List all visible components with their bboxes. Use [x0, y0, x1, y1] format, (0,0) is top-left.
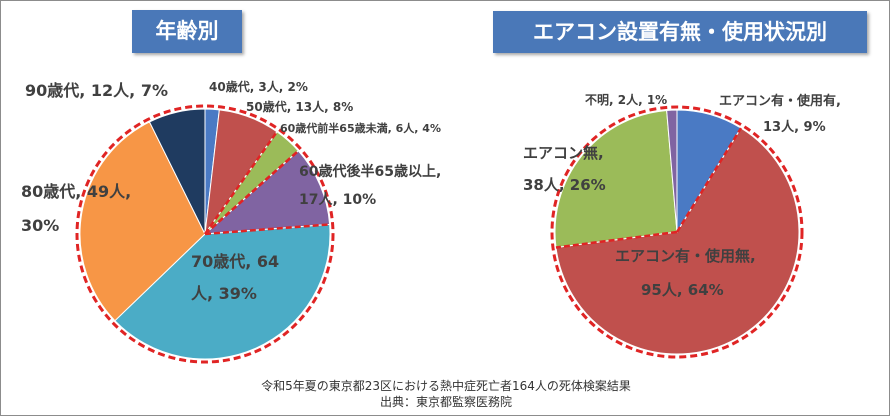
age-chart-title: 年齢別	[132, 10, 242, 53]
highlight-divider	[555, 230, 678, 249]
highlight-divider	[204, 149, 300, 235]
slice-data-label: 人, 39%	[191, 284, 257, 303]
pie-slice	[148, 108, 206, 235]
pie-slice	[554, 109, 678, 249]
slice-data-label: エアコン有・使用有,	[719, 93, 841, 109]
slice-data-label: 40歳代, 3人, 2%	[209, 79, 308, 94]
highlight-divider	[204, 223, 330, 236]
slice-data-label: 13人, 9%	[763, 119, 826, 135]
slice-data-label: 80歳代, 49人,	[21, 182, 131, 201]
slice-data-label: 不明, 2人, 1%	[585, 92, 667, 107]
aircon-chart-title: エアコン設置有無・使用状況別	[493, 11, 867, 53]
slice-data-label: 50歳代, 13人, 8%	[246, 99, 353, 114]
highlight-ring	[75, 104, 335, 364]
highlight-divider	[203, 131, 278, 235]
pie-slice	[555, 127, 800, 355]
footer-source: 出典：東京都監察医務院	[379, 395, 512, 409]
slice-data-label: 60歳代後半65歳以上,	[299, 163, 441, 180]
slice-data-label: 17人, 10%	[299, 191, 376, 208]
pie-age	[75, 104, 335, 364]
slice-data-label: 30%	[21, 216, 59, 235]
slice-data-label: 70歳代, 64	[191, 252, 279, 271]
highlight-divider	[675, 127, 743, 233]
pie-slice	[114, 223, 331, 360]
slice-data-label: エアコン無,	[523, 144, 604, 162]
pie-aircon	[550, 105, 804, 359]
slice-data-label: 38人, 26%	[523, 176, 606, 194]
slice-data-label: 95人, 64%	[641, 281, 724, 299]
slice-data-label: エアコン有・使用無,	[615, 247, 756, 265]
slice-data-label: 90歳代, 12人, 7%	[25, 81, 168, 100]
pie-slice	[203, 150, 331, 235]
highlight-ring	[550, 105, 804, 359]
footer-caption: 令和5年夏の東京都23区における熱中症死亡者164人の死体検案結果	[261, 379, 631, 393]
pie-slice	[666, 109, 678, 233]
slice-data-label: 60歳代前半65歳未満, 6人, 4%	[280, 121, 441, 135]
